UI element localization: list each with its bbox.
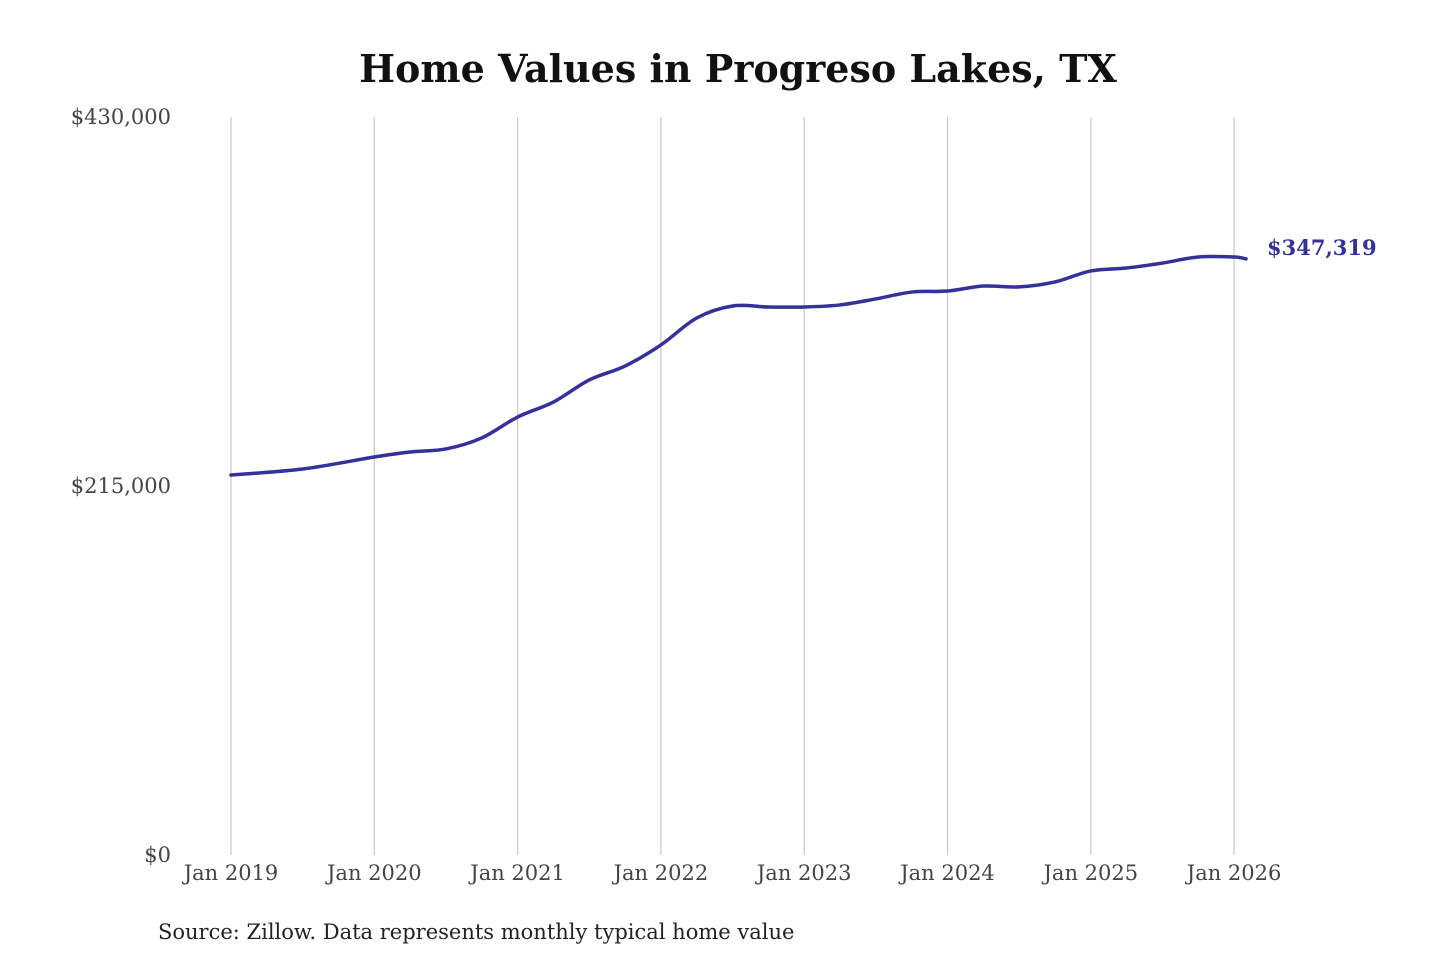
x-tick-label: Jan 2021: [468, 861, 565, 885]
x-tick-label: Jan 2022: [612, 861, 709, 885]
end-value-label: $347,319: [1267, 235, 1377, 260]
x-tick-label: Jan 2024: [898, 861, 995, 885]
y-tick-label: $215,000: [71, 474, 171, 498]
x-tick-label: Jan 2026: [1185, 861, 1282, 885]
x-axis: Jan 2019 Jan 2020 Jan 2021 Jan 2022 Jan 2023…: [182, 861, 1282, 885]
y-axis: $0 $215,000 $430,000: [71, 105, 171, 867]
y-tick-label: $430,000: [71, 105, 171, 129]
source-note: Source: Zillow. Data represents monthly …: [158, 920, 794, 944]
x-tick-label: Jan 2020: [325, 861, 422, 885]
x-tick-label: Jan 2023: [755, 861, 852, 885]
y-tick-label: $0: [144, 843, 171, 867]
data-points: [231, 257, 1246, 475]
x-tick-label: Jan 2025: [1042, 861, 1139, 885]
gridlines: [230, 117, 1235, 855]
chart-title: Home Values in Progreso Lakes, TX: [359, 46, 1117, 91]
x-tick-label: Jan 2019: [182, 861, 279, 885]
series-line: [229, 254, 1248, 477]
